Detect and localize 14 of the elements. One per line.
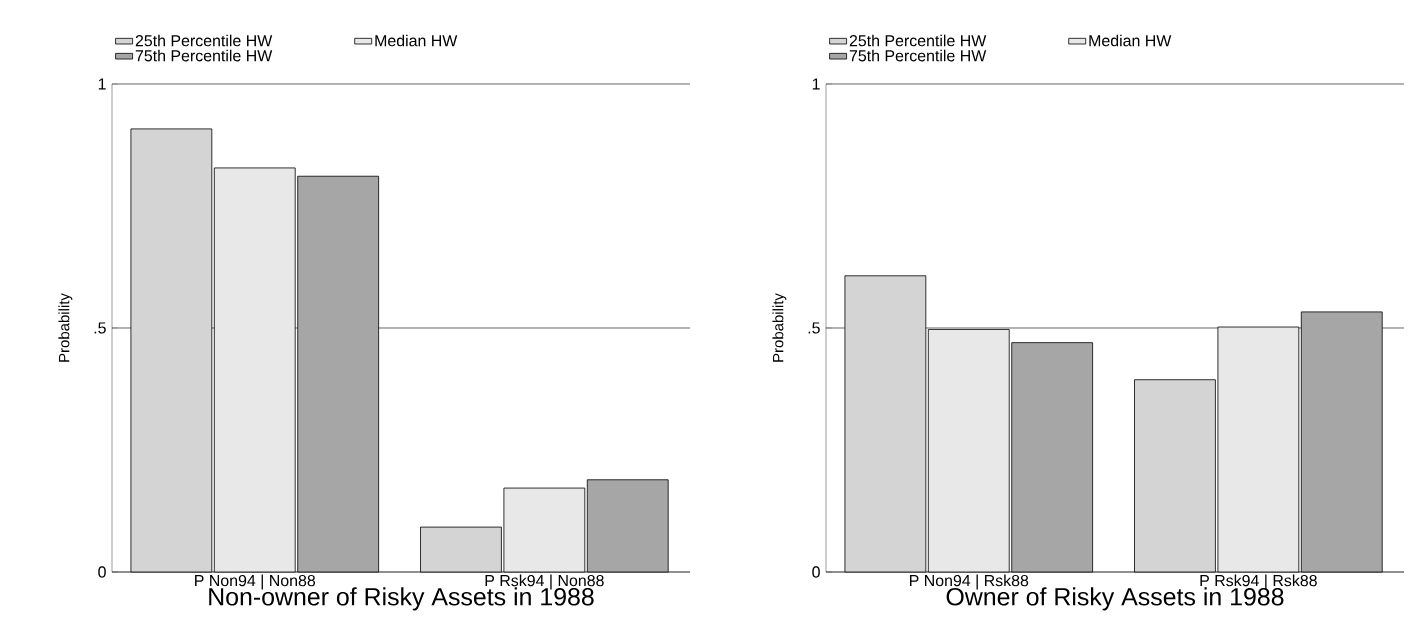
legend-label: 25th Percentile HW: [849, 34, 987, 47]
y-tick-label: .5: [808, 322, 820, 334]
y-axis-title: Probability: [772, 293, 787, 362]
y-tick-label: 1: [98, 78, 106, 90]
y-tick-label: 0: [98, 566, 106, 578]
y-tick-label: 1: [812, 78, 820, 90]
legend-label: 75th Percentile HW: [135, 49, 273, 62]
legend-label: 75th Percentile HW: [849, 49, 987, 62]
y-tick-label: 0: [812, 566, 820, 578]
legend-label: Median HW: [375, 34, 458, 47]
y-tick-label: .5: [94, 322, 106, 334]
y-axis-title: Probability: [58, 293, 73, 362]
legend-label: 25th Percentile HW: [135, 34, 273, 47]
legend-label: Median HW: [1089, 34, 1172, 47]
